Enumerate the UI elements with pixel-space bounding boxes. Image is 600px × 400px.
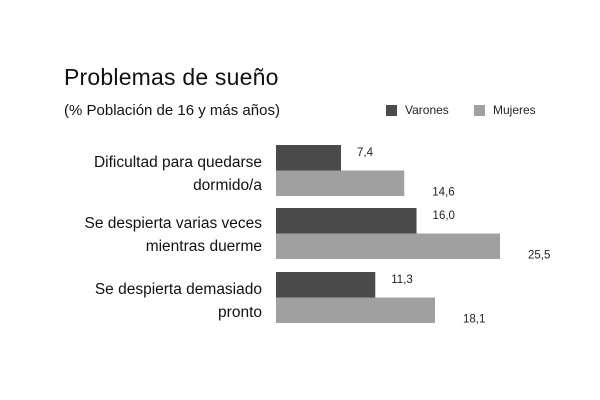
legend-item-varones: Varones bbox=[386, 103, 449, 117]
category-label-2-line2: mientras duerme bbox=[145, 238, 262, 255]
data-label-varones-2: 16,0 bbox=[433, 210, 455, 222]
bar-varones-3 bbox=[276, 272, 376, 298]
bar-mujeres-1 bbox=[276, 170, 405, 196]
category-label-1-line2: dormido/a bbox=[193, 177, 262, 194]
data-label-mujeres-1: 14,6 bbox=[432, 187, 454, 199]
bar-mujeres-3 bbox=[276, 297, 435, 323]
bar-varones-2 bbox=[276, 208, 417, 234]
chart-subtitle: (% Población de 16 y más años) bbox=[64, 102, 280, 119]
category-label-2-line1: Se despierta varias veces bbox=[84, 215, 262, 232]
data-label-varones-1: 7,4 bbox=[357, 147, 374, 159]
legend-swatch-mujeres bbox=[474, 104, 485, 116]
category-label-3-line1: Se despierta demasiado bbox=[94, 281, 262, 298]
bar-varones-1 bbox=[276, 145, 342, 171]
category-label-3: Se despierta demasiado pronto bbox=[12, 278, 262, 324]
legend-swatch-varones bbox=[386, 104, 397, 116]
data-label-varones-3: 11,3 bbox=[391, 274, 413, 286]
category-label-3-line2: pronto bbox=[218, 304, 262, 321]
chart-title: Problemas de sueño bbox=[64, 64, 279, 90]
category-label-1: Dificultad para quedarse dormido/a bbox=[12, 151, 262, 197]
category-label-1-line1: Dificultad para quedarse bbox=[93, 154, 262, 171]
data-label-mujeres-3: 18,1 bbox=[463, 314, 485, 326]
legend-label-mujeres: Mujeres bbox=[493, 103, 536, 117]
legend-label-varones: Varones bbox=[405, 103, 449, 117]
data-label-mujeres-2: 25,5 bbox=[528, 250, 550, 262]
legend-item-mujeres: Mujeres bbox=[474, 103, 536, 117]
category-label-2: Se despierta varias veces mientras duerm… bbox=[12, 212, 262, 258]
bar-mujeres-2 bbox=[276, 233, 500, 259]
